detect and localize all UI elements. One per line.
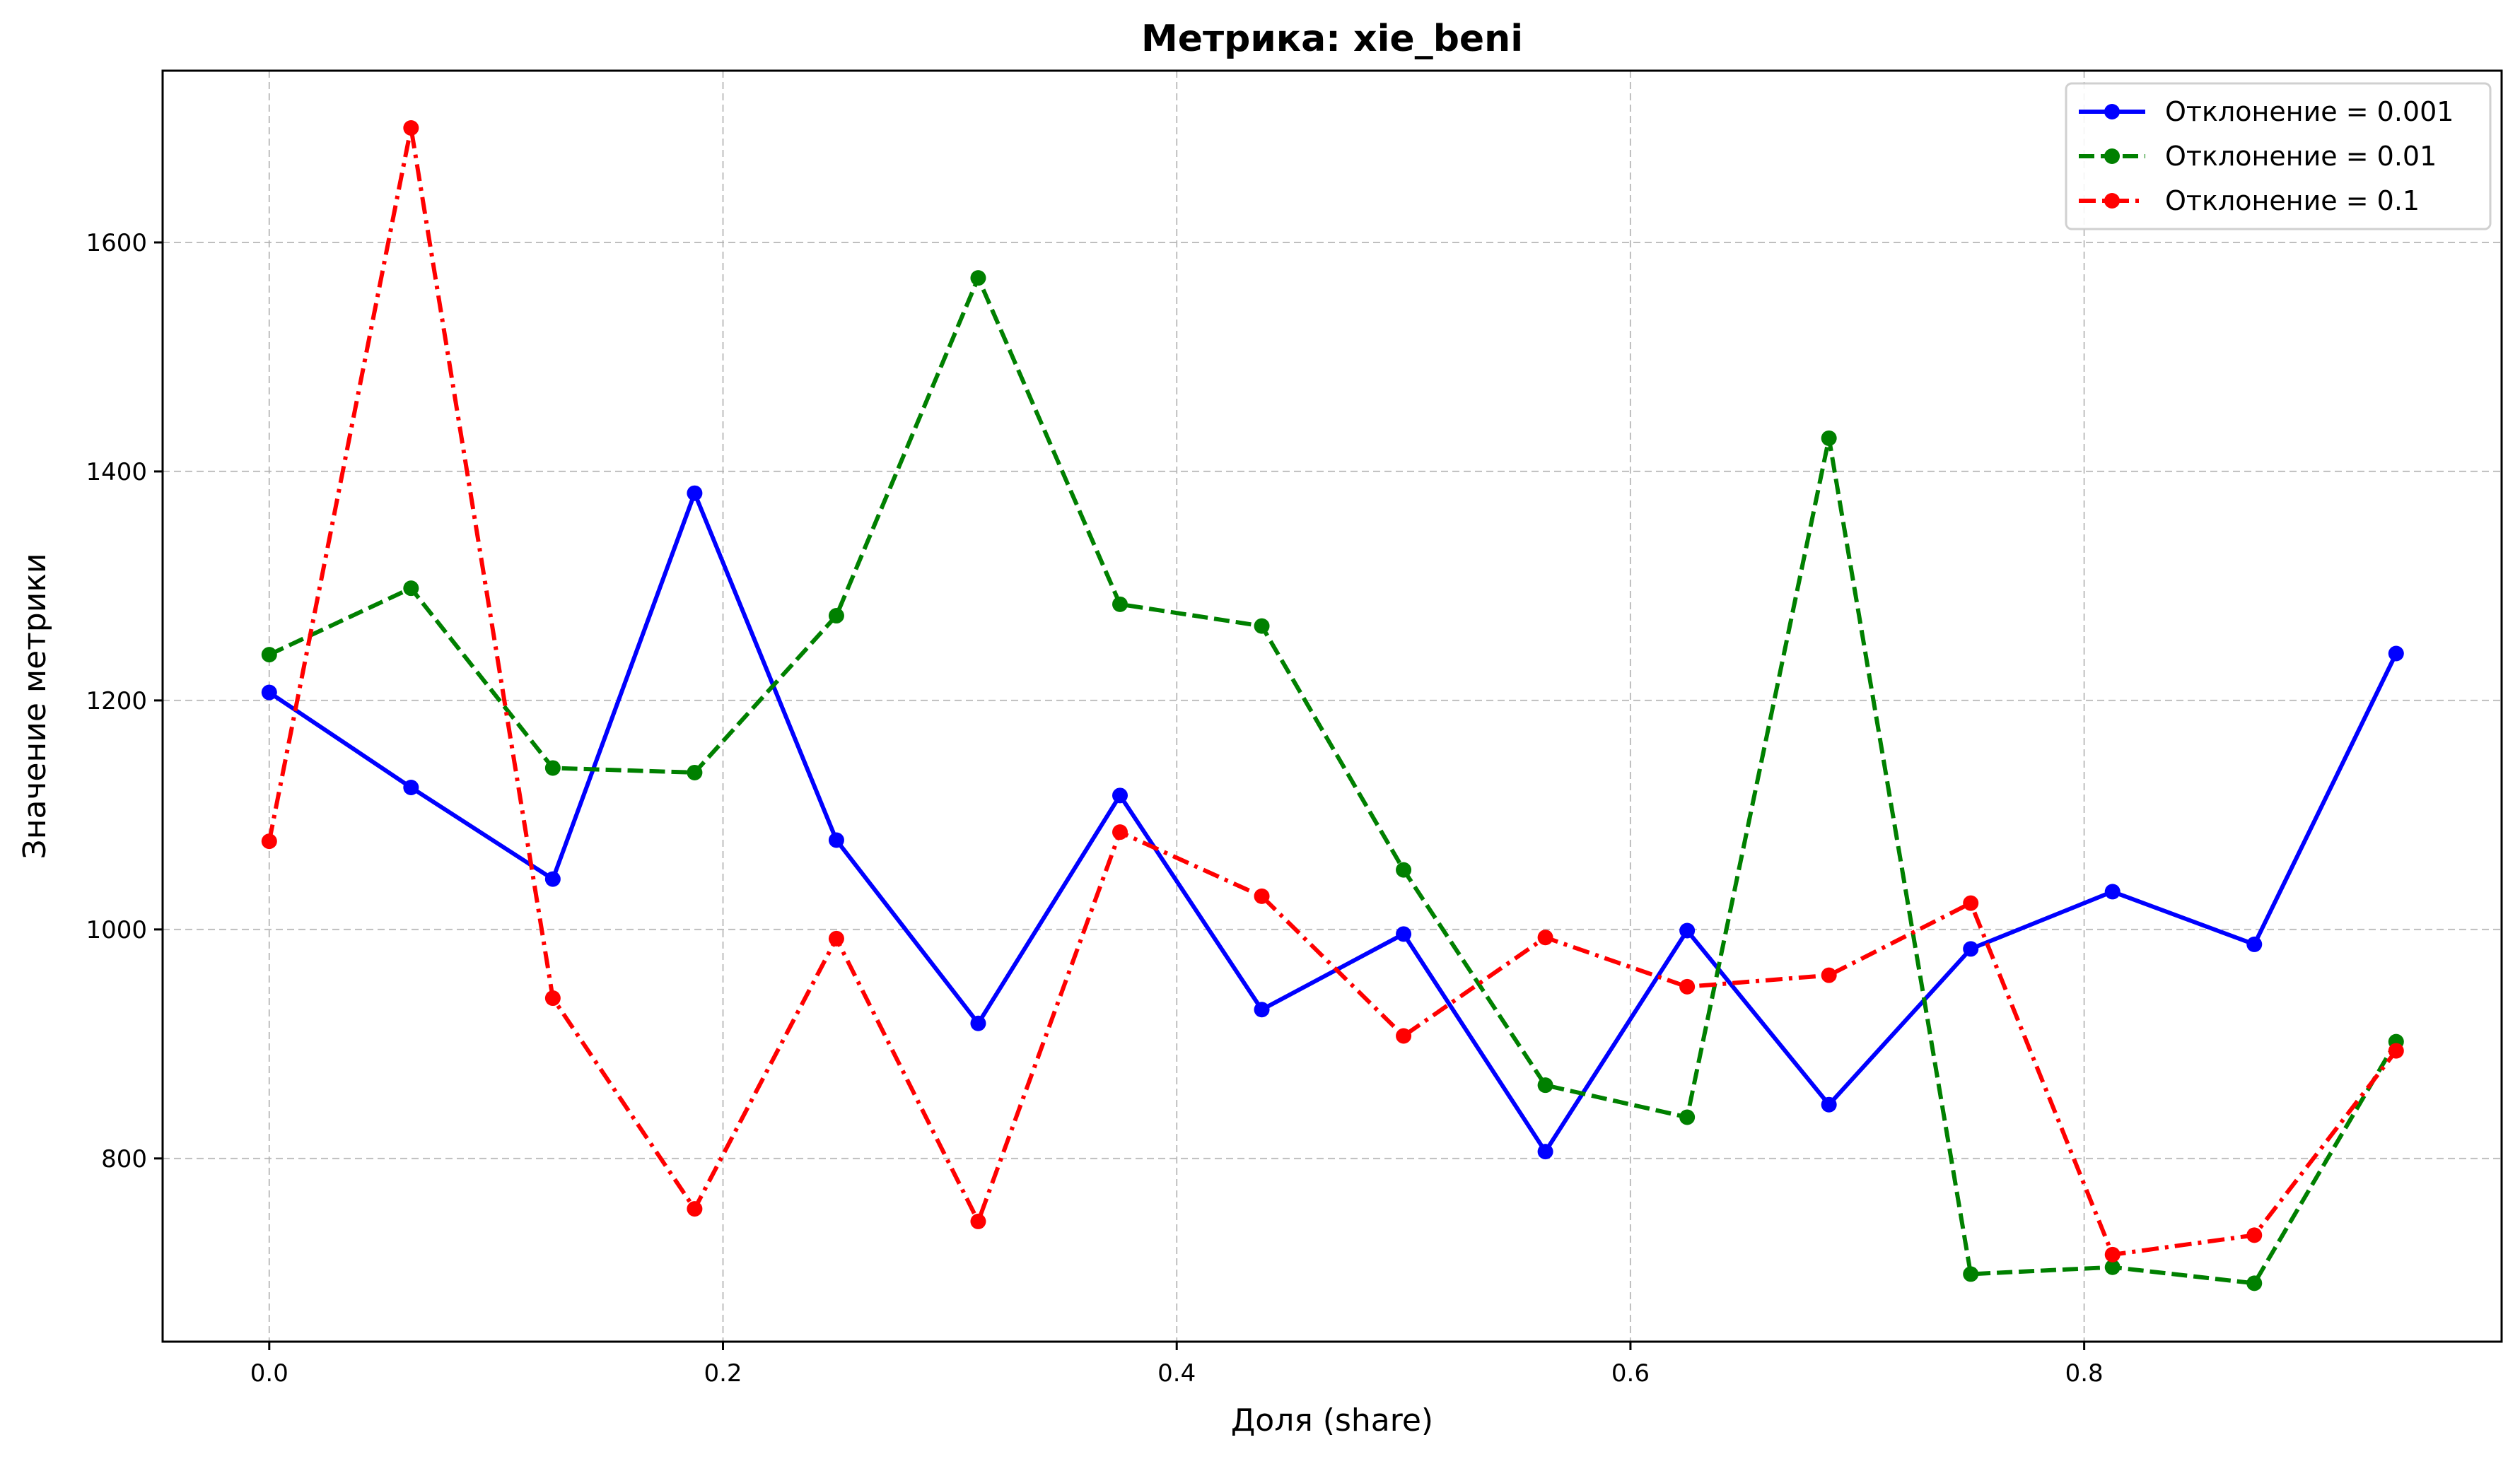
data-point bbox=[1396, 862, 1412, 878]
data-point bbox=[2246, 1275, 2263, 1291]
grid bbox=[163, 71, 2502, 1342]
data-point bbox=[1821, 1096, 1837, 1113]
legend-label: Отклонение = 0.01 bbox=[2165, 141, 2437, 172]
legend-swatch-marker bbox=[2104, 104, 2120, 119]
data-point bbox=[1679, 1109, 1696, 1125]
data-point bbox=[544, 990, 561, 1007]
data-point bbox=[544, 760, 561, 776]
data-point bbox=[2246, 936, 2263, 952]
data-point bbox=[403, 580, 419, 597]
series-layer bbox=[261, 119, 2404, 1291]
x-tick-label: 0.2 bbox=[704, 1359, 742, 1388]
legend-box bbox=[2065, 82, 2492, 230]
x-tick-label: 0.0 bbox=[250, 1359, 288, 1388]
legend-item: Отклонение = 0.1 bbox=[2079, 185, 2420, 216]
data-point bbox=[687, 485, 703, 501]
chart-title: Метрика: xie_beni bbox=[1141, 18, 1523, 60]
data-point bbox=[2246, 1227, 2263, 1243]
legend-item: Отклонение = 0.001 bbox=[2079, 96, 2454, 127]
data-point bbox=[1396, 926, 1412, 942]
data-point bbox=[970, 1015, 986, 1031]
data-point bbox=[261, 684, 277, 701]
data-point bbox=[2388, 1043, 2404, 1059]
x-tick-label: 0.4 bbox=[1157, 1359, 1196, 1388]
data-point bbox=[261, 647, 277, 663]
x-tick-label: 0.8 bbox=[2065, 1359, 2104, 1388]
legend-label: Отклонение = 0.1 bbox=[2165, 185, 2420, 216]
y-tick-label: 1600 bbox=[86, 229, 147, 257]
legend-swatch-marker bbox=[2104, 193, 2120, 209]
data-point bbox=[2104, 884, 2121, 900]
y-axis-label: Значение метрики bbox=[17, 553, 53, 859]
data-point bbox=[1254, 888, 1270, 904]
data-point bbox=[1963, 941, 1979, 957]
data-point bbox=[687, 764, 703, 780]
data-point bbox=[2104, 1259, 2121, 1275]
data-point bbox=[1112, 787, 1128, 804]
data-point bbox=[828, 832, 844, 848]
data-point bbox=[687, 1201, 703, 1217]
data-point bbox=[828, 930, 844, 947]
data-point bbox=[1821, 967, 1837, 983]
series-line bbox=[268, 276, 2398, 1286]
series-line bbox=[268, 491, 2398, 1154]
ticks: 0.0 0.2 0.4 0.6 0.8 800 1000 1200 1400 1600 bbox=[86, 229, 2103, 1388]
data-point bbox=[2104, 1246, 2121, 1262]
legend: Отклонение = 0.001 Отклонение = 0.01 Откло… bbox=[2065, 82, 2492, 230]
data-point bbox=[1254, 618, 1270, 634]
data-point bbox=[403, 780, 419, 796]
data-point bbox=[1963, 1266, 1979, 1282]
data-point bbox=[1112, 596, 1128, 612]
plot-frame bbox=[161, 69, 2503, 1343]
data-point bbox=[1963, 895, 1979, 911]
data-point bbox=[1679, 922, 1696, 939]
series-line bbox=[267, 126, 2398, 1257]
series-3 bbox=[261, 119, 2404, 1262]
legend-label: Отклонение = 0.001 bbox=[2165, 96, 2454, 127]
legend-swatch-marker bbox=[2104, 148, 2120, 164]
data-point bbox=[403, 119, 419, 136]
data-point bbox=[2388, 645, 2404, 662]
y-tick-label: 1200 bbox=[86, 687, 147, 715]
series-2 bbox=[261, 270, 2404, 1291]
data-point bbox=[1821, 430, 1837, 446]
data-point bbox=[970, 270, 986, 286]
y-tick-label: 800 bbox=[101, 1145, 147, 1173]
series-1 bbox=[261, 485, 2404, 1160]
x-axis-label: Доля (share) bbox=[1231, 1402, 1433, 1439]
data-point bbox=[1112, 824, 1128, 840]
data-point bbox=[544, 871, 561, 887]
data-point bbox=[1396, 1028, 1412, 1044]
data-point bbox=[1537, 1144, 1553, 1160]
y-tick-label: 1400 bbox=[86, 458, 147, 486]
data-point bbox=[970, 1213, 986, 1229]
legend-item: Отклонение = 0.01 bbox=[2079, 141, 2437, 172]
data-point bbox=[1537, 930, 1553, 946]
data-point bbox=[1679, 978, 1696, 995]
y-tick-label: 1000 bbox=[86, 916, 147, 944]
x-tick-label: 0.6 bbox=[1611, 1359, 1650, 1388]
data-point bbox=[1254, 1002, 1270, 1018]
data-point bbox=[261, 833, 277, 850]
data-point bbox=[828, 608, 844, 624]
data-point bbox=[1537, 1077, 1553, 1094]
